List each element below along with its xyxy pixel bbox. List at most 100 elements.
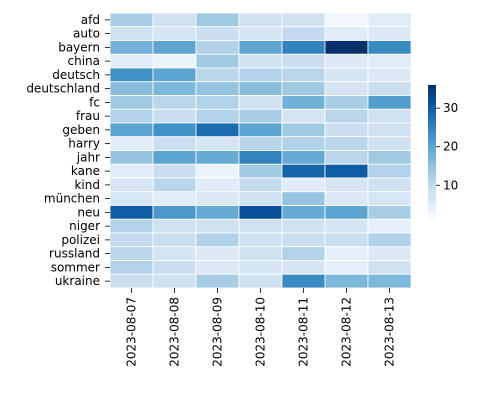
heatmap-cell-jahr-2023-08-12	[324, 150, 369, 165]
heatmap-cell-jahr-2023-08-11	[281, 150, 326, 165]
column-label-2023-08-10: 2023-08-10	[254, 297, 268, 367]
heatmap-cell-kind-2023-08-13	[367, 177, 412, 193]
row-label-china: china	[68, 54, 101, 68]
heatmap-cell-polizei-2023-08-13	[367, 232, 412, 248]
column-label-2023-08-13: 2023-08-13	[383, 297, 397, 367]
heatmap-cell-bayern-2023-08-10	[238, 40, 283, 55]
heatmap-cell-niger-2023-08-13	[367, 218, 412, 234]
heatmap-cell-auto-2023-08-08	[152, 26, 197, 41]
colorbar-tick-label: 30	[443, 101, 458, 115]
heatmap-cell-deutschland-2023-08-12	[324, 81, 369, 96]
column-label-2023-08-12: 2023-08-12	[340, 297, 354, 367]
row-label-deutsch: deutsch	[52, 68, 100, 82]
heatmap-cell-kind-2023-08-09	[195, 177, 240, 193]
heatmap-cell-kind-2023-08-08	[152, 177, 197, 193]
heatmap-cell-jahr-2023-08-10	[238, 150, 283, 165]
heatmap-cell-ukraine-2023-08-10	[238, 273, 283, 289]
heatmap-cell-china-2023-08-10	[238, 53, 283, 69]
heatmap-cell-kane-2023-08-13	[367, 163, 412, 179]
heatmap-cell-harry-2023-08-13	[367, 136, 412, 151]
heatmap-cell-auto-2023-08-10	[238, 26, 283, 41]
heatmap-cell-afd-2023-08-08	[152, 12, 197, 28]
heatmap-cell-auto-2023-08-09	[195, 26, 240, 41]
heatmap-cell-kind-2023-08-10	[238, 177, 283, 193]
heatmap-cell-deutschland-2023-08-08	[152, 81, 197, 96]
heatmap-cell-deutschland-2023-08-07	[109, 81, 154, 96]
heatmap-cell-münchen-2023-08-09	[195, 191, 240, 206]
heatmap-cell-bayern-2023-08-09	[195, 40, 240, 55]
heatmap-cell-frau-2023-08-08	[152, 108, 197, 124]
row-label-neu: neu	[77, 205, 100, 219]
heatmap-cell-china-2023-08-08	[152, 53, 197, 69]
heatmap-cell-polizei-2023-08-07	[109, 232, 154, 248]
heatmap-cell-china-2023-08-12	[324, 53, 369, 69]
heatmap-cell-kane-2023-08-09	[195, 163, 240, 179]
heatmap-cell-deutsch-2023-08-08	[152, 67, 197, 83]
colorbar-tick-label: 20	[443, 140, 458, 154]
heatmap-cell-münchen-2023-08-11	[281, 191, 326, 206]
heatmap-cell-afd-2023-08-12	[324, 12, 369, 28]
heatmap-cell-deutsch-2023-08-09	[195, 67, 240, 83]
column-label-2023-08-11: 2023-08-11	[297, 297, 311, 367]
row-label-niger: niger	[69, 219, 100, 233]
heatmap-cell-fc-2023-08-10	[238, 95, 283, 110]
heatmap-cell-china-2023-08-09	[195, 53, 240, 69]
heatmap-cell-münchen-2023-08-13	[367, 191, 412, 206]
heatmap-cell-russland-2023-08-12	[324, 246, 369, 261]
heatmap-cell-sommer-2023-08-10	[238, 260, 283, 275]
colorbar-gradient	[428, 85, 436, 220]
heatmap-cell-harry-2023-08-10	[238, 136, 283, 151]
heatmap-cell-polizei-2023-08-10	[238, 232, 283, 248]
heatmap-cell-neu-2023-08-08	[152, 205, 197, 220]
heatmap-cell-harry-2023-08-09	[195, 136, 240, 151]
heatmap-cell-jahr-2023-08-09	[195, 150, 240, 165]
heatmap-cell-deutsch-2023-08-07	[109, 67, 154, 83]
heatmap-cell-neu-2023-08-11	[281, 205, 326, 220]
heatmap-cell-ukraine-2023-08-07	[109, 273, 154, 289]
row-label-deutschland: deutschland	[26, 82, 100, 96]
heatmap-cell-china-2023-08-07	[109, 53, 154, 69]
column-labels: 2023-08-07 2023-08-08 2023-08-09 2023-08-10…	[125, 288, 397, 367]
heatmap-cell-sommer-2023-08-12	[324, 260, 369, 275]
heatmap-cell-deutsch-2023-08-10	[238, 67, 283, 83]
heatmap-cell-geben-2023-08-13	[367, 122, 412, 138]
heatmap-cell-russland-2023-08-09	[195, 246, 240, 261]
heatmap-cell-harry-2023-08-08	[152, 136, 197, 151]
colorbar: 10 20 30	[428, 85, 458, 220]
column-label-2023-08-09: 2023-08-09	[211, 297, 225, 367]
heatmap-cell-russland-2023-08-08	[152, 246, 197, 261]
heatmap-cell-münchen-2023-08-07	[109, 191, 154, 206]
heatmap-cell-kind-2023-08-11	[281, 177, 326, 193]
heatmap-cell-münchen-2023-08-10	[238, 191, 283, 206]
heatmap-cell-kind-2023-08-12	[324, 177, 369, 193]
heatmap-cell-ukraine-2023-08-08	[152, 273, 197, 289]
heatmap-cell-geben-2023-08-08	[152, 122, 197, 138]
heatmap-cell-afd-2023-08-13	[367, 12, 412, 28]
row-label-afd: afd	[81, 13, 100, 27]
heatmap-cell-geben-2023-08-11	[281, 122, 326, 138]
heatmap-cell-bayern-2023-08-08	[152, 40, 197, 55]
heatmap-cell-fc-2023-08-13	[367, 95, 412, 110]
heatmap-cell-afd-2023-08-07	[109, 12, 154, 28]
heatmap-cell-frau-2023-08-07	[109, 108, 154, 124]
heatmap-cell-polizei-2023-08-09	[195, 232, 240, 248]
heatmap-cell-kane-2023-08-08	[152, 163, 197, 179]
heatmap-cell-auto-2023-08-13	[367, 26, 412, 41]
heatmap-cell-jahr-2023-08-08	[152, 150, 197, 165]
colorbar-tick-label: 10	[443, 178, 458, 192]
heatmap-cell-deutsch-2023-08-12	[324, 67, 369, 83]
heatmap-cells	[109, 12, 412, 289]
heatmap-cell-auto-2023-08-07	[109, 26, 154, 41]
heatmap-cell-neu-2023-08-13	[367, 205, 412, 220]
heatmap-cell-sommer-2023-08-08	[152, 260, 197, 275]
heatmap-cell-neu-2023-08-09	[195, 205, 240, 220]
heatmap-cell-polizei-2023-08-08	[152, 232, 197, 248]
heatmap-cell-fc-2023-08-09	[195, 95, 240, 110]
heatmap-cell-deutsch-2023-08-11	[281, 67, 326, 83]
row-label-fc: fc	[89, 95, 100, 109]
heatmap-cell-frau-2023-08-10	[238, 108, 283, 124]
heatmap-cell-deutschland-2023-08-11	[281, 81, 326, 96]
heatmap-cell-auto-2023-08-11	[281, 26, 326, 41]
row-labels: afdautobayernchinadeutschdeutschlandfcfr…	[26, 13, 110, 288]
